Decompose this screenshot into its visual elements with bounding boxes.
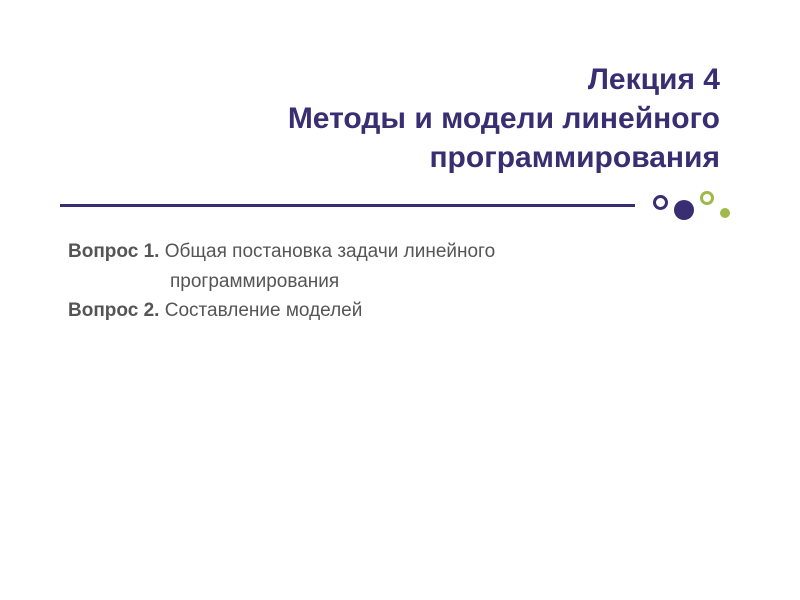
- decoration-circle-icon: [720, 208, 730, 218]
- question-label: Вопрос 1.: [68, 241, 159, 262]
- title-line-1: Лекция 4: [60, 60, 720, 99]
- question-2: Вопрос 2. Составление моделей: [68, 298, 620, 324]
- question-1: Вопрос 1. Общая постановка задачи линейн…: [68, 239, 620, 265]
- slide: Лекция 4 Методы и модели линейного прогр…: [0, 0, 800, 600]
- question-1-cont: программирования: [68, 269, 620, 295]
- circle-group: [653, 195, 740, 215]
- decoration-circle-icon: [653, 195, 668, 210]
- title-block: Лекция 4 Методы и модели линейного прогр…: [60, 60, 740, 177]
- question-label: Вопрос 2.: [68, 300, 159, 321]
- decoration-circle-icon: [674, 200, 694, 220]
- question-text: Общая постановка задачи линейного: [165, 241, 495, 262]
- title-line-2: Методы и модели линейного: [60, 99, 720, 138]
- body-block: Вопрос 1. Общая постановка задачи линейн…: [60, 239, 740, 324]
- divider-row: [60, 195, 740, 215]
- title-line-3: программирования: [60, 138, 720, 177]
- question-text: Составление моделей: [165, 300, 363, 321]
- divider-line: [60, 204, 635, 207]
- decoration-circle-icon: [700, 191, 714, 205]
